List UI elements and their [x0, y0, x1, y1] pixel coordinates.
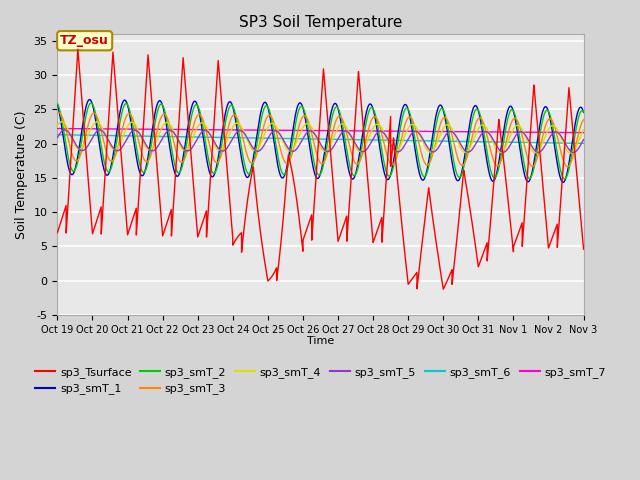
sp3_smT_1 — [303, 123, 310, 129]
sp3_smT_2 — [557, 171, 565, 177]
sp3_smT_5 — [570, 150, 577, 156]
sp3_smT_3 — [551, 125, 559, 131]
sp3_smT_1 — [232, 121, 240, 127]
Line: sp3_smT_3: sp3_smT_3 — [58, 113, 584, 167]
Line: sp3_smT_5: sp3_smT_5 — [58, 130, 584, 153]
sp3_smT_5 — [453, 134, 461, 140]
sp3_smT_7 — [54, 126, 61, 132]
sp3_smT_7 — [580, 130, 588, 135]
sp3_smT_2 — [232, 115, 240, 120]
X-axis label: Time: Time — [307, 336, 334, 346]
sp3_smT_1 — [580, 109, 588, 115]
sp3_smT_7 — [438, 129, 446, 134]
sp3_smT_1 — [453, 177, 461, 183]
sp3_smT_2 — [87, 100, 95, 106]
Line: sp3_smT_4: sp3_smT_4 — [58, 122, 584, 153]
sp3_smT_4 — [58, 119, 66, 125]
sp3_Tsurface — [54, 230, 61, 236]
sp3_smT_2 — [438, 106, 446, 111]
sp3_smT_4 — [580, 127, 588, 132]
sp3_smT_3 — [55, 110, 63, 116]
sp3_smT_3 — [54, 111, 61, 117]
sp3_smT_3 — [303, 114, 310, 120]
sp3_smT_6 — [557, 140, 565, 146]
sp3_smT_5 — [580, 137, 588, 143]
sp3_smT_4 — [54, 123, 61, 129]
sp3_Tsurface — [438, 279, 446, 285]
sp3_Tsurface — [551, 227, 559, 233]
sp3_Tsurface — [440, 287, 447, 292]
sp3_smT_1 — [438, 104, 446, 110]
sp3_smT_7 — [453, 129, 461, 134]
sp3_smT_4 — [557, 136, 565, 142]
sp3_smT_7 — [303, 128, 310, 133]
sp3_smT_5 — [61, 127, 68, 133]
sp3_smT_7 — [557, 130, 565, 135]
sp3_smT_2 — [453, 171, 461, 177]
Line: sp3_Tsurface: sp3_Tsurface — [58, 49, 584, 289]
sp3_smT_4 — [438, 128, 446, 134]
sp3_smT_2 — [580, 109, 588, 115]
sp3_smT_3 — [557, 151, 565, 157]
sp3_smT_4 — [566, 150, 574, 156]
sp3_smT_6 — [580, 141, 588, 146]
sp3_Tsurface — [580, 246, 588, 252]
sp3_smT_1 — [559, 180, 567, 185]
sp3_Tsurface — [232, 236, 240, 242]
Text: TZ_osu: TZ_osu — [60, 34, 109, 47]
sp3_smT_6 — [453, 138, 461, 144]
sp3_smT_6 — [54, 132, 61, 138]
sp3_smT_6 — [303, 136, 310, 142]
sp3_smT_2 — [561, 176, 568, 182]
sp3_smT_6 — [232, 135, 240, 141]
sp3_smT_6 — [438, 138, 446, 144]
sp3_smT_4 — [551, 124, 559, 130]
Line: sp3_smT_6: sp3_smT_6 — [58, 135, 584, 144]
sp3_Tsurface — [453, 235, 461, 241]
sp3_smT_5 — [438, 138, 446, 144]
sp3_smT_1 — [551, 146, 559, 152]
sp3_smT_1 — [557, 178, 565, 184]
sp3_smT_5 — [551, 129, 559, 135]
sp3_smT_3 — [438, 117, 446, 123]
sp3_smT_2 — [551, 137, 559, 143]
sp3_smT_3 — [580, 117, 588, 122]
sp3_Tsurface — [557, 186, 565, 192]
Line: sp3_smT_1: sp3_smT_1 — [58, 99, 584, 182]
sp3_Tsurface — [303, 227, 310, 233]
sp3_smT_5 — [303, 130, 310, 136]
sp3_smT_4 — [303, 121, 310, 127]
Y-axis label: Soil Temperature (C): Soil Temperature (C) — [15, 110, 28, 239]
sp3_smT_7 — [232, 127, 240, 133]
Legend: sp3_Tsurface, sp3_smT_1, sp3_smT_2, sp3_smT_3, sp3_smT_4, sp3_smT_5, sp3_smT_6, : sp3_Tsurface, sp3_smT_1, sp3_smT_2, sp3_… — [31, 363, 610, 399]
sp3_smT_4 — [453, 137, 461, 143]
sp3_smT_2 — [54, 101, 61, 107]
sp3_smT_5 — [54, 134, 61, 140]
sp3_smT_2 — [303, 116, 310, 122]
sp3_smT_3 — [453, 152, 461, 158]
sp3_smT_5 — [557, 134, 565, 140]
Line: sp3_smT_7: sp3_smT_7 — [58, 129, 584, 132]
Line: sp3_smT_2: sp3_smT_2 — [58, 103, 584, 179]
sp3_smT_1 — [86, 96, 93, 102]
sp3_smT_1 — [54, 101, 61, 107]
sp3_smT_3 — [232, 113, 240, 119]
sp3_smT_3 — [564, 164, 572, 169]
sp3_smT_6 — [551, 140, 559, 146]
sp3_smT_5 — [232, 130, 240, 136]
sp3_smT_7 — [551, 130, 559, 135]
Title: SP3 Soil Temperature: SP3 Soil Temperature — [239, 15, 402, 30]
sp3_Tsurface — [74, 47, 82, 52]
sp3_smT_4 — [232, 120, 240, 126]
